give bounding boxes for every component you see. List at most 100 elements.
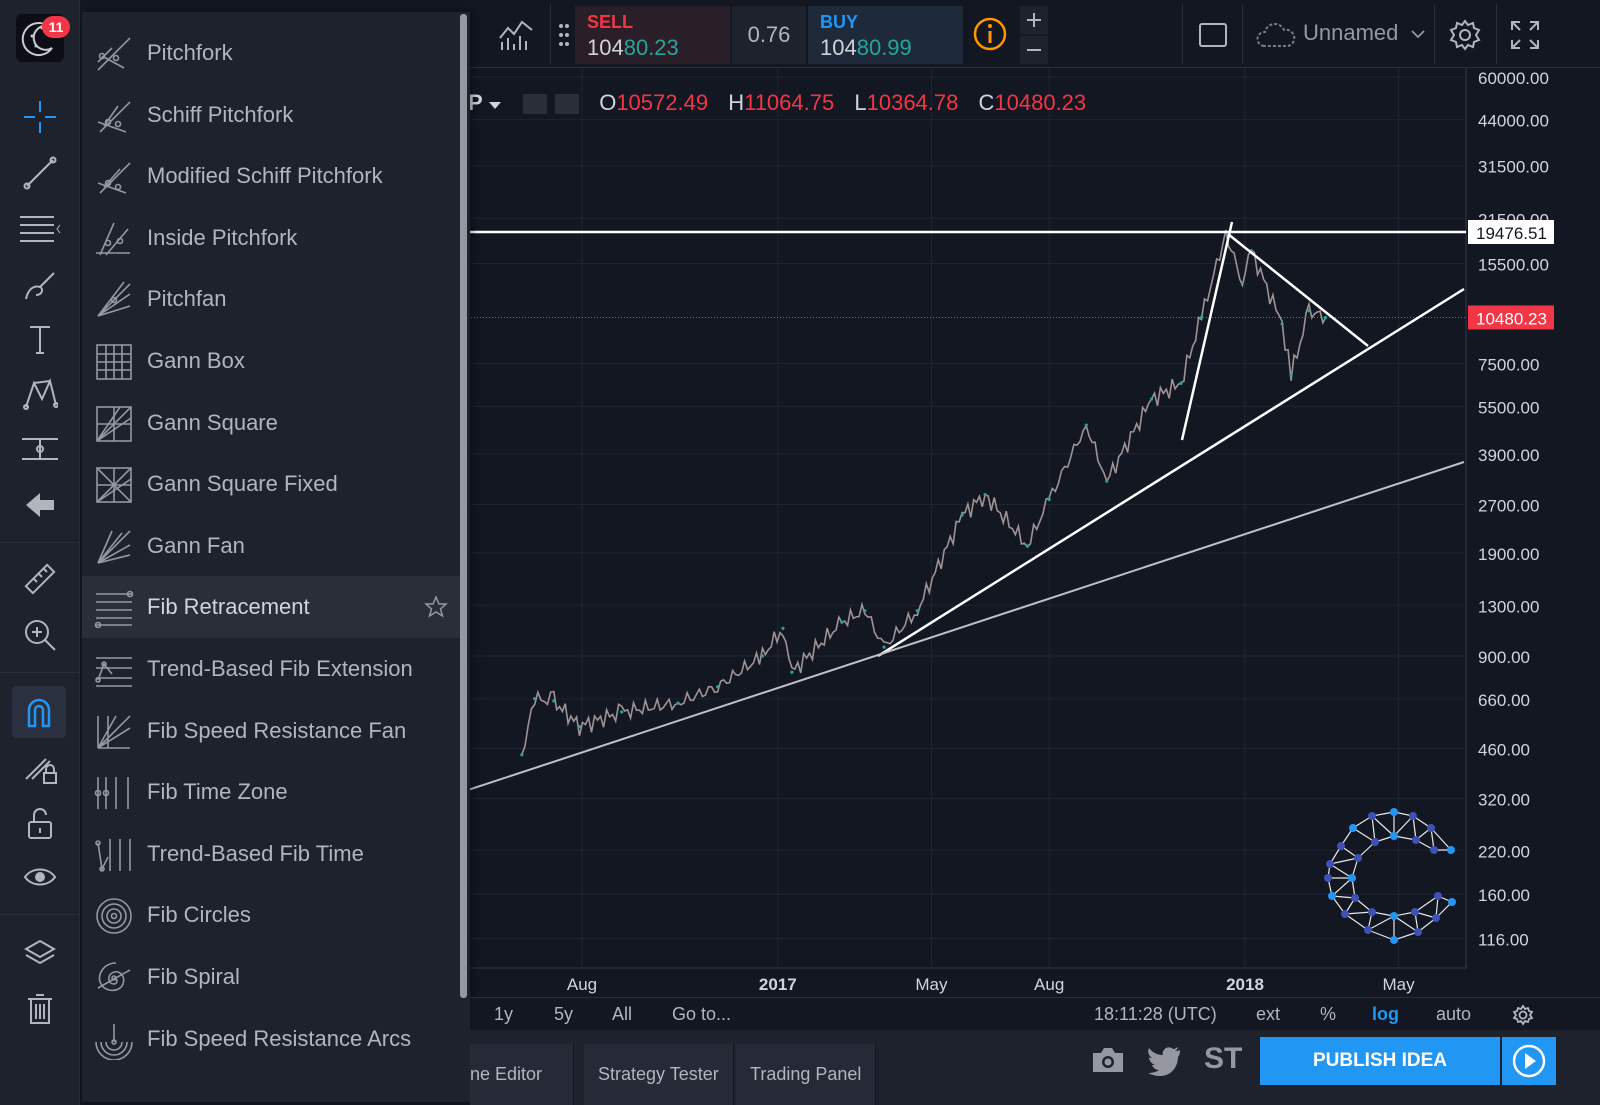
chevron-down-icon[interactable] xyxy=(1408,24,1428,44)
watermark-node xyxy=(1414,928,1422,936)
price-chart[interactable]: 60000.0044000.0031500.0021500.0015500.00… xyxy=(470,68,1600,998)
layers-icon[interactable] xyxy=(12,928,68,978)
menu-item-pitchfan[interactable]: Pitchfan xyxy=(82,268,460,330)
tab-pine-editor[interactable]: ne Editor xyxy=(470,1044,574,1105)
watermark-node xyxy=(1368,908,1376,916)
fullscreen-icon[interactable] xyxy=(1506,16,1544,54)
y-tick-label: 44000.00 xyxy=(1478,112,1549,131)
ext-toggle[interactable]: ext xyxy=(1256,1004,1281,1024)
tab-trading-panel[interactable]: Trading Panel xyxy=(736,1044,877,1105)
notification-badge[interactable]: 11 xyxy=(42,16,70,38)
price-point xyxy=(1084,423,1088,427)
prediction-icon[interactable] xyxy=(12,424,68,474)
stocktwits-button[interactable]: ST xyxy=(1204,1042,1243,1075)
zoom-in-icon[interactable] xyxy=(12,610,68,660)
auto-toggle[interactable]: auto xyxy=(1436,1004,1472,1024)
pattern-icon[interactable] xyxy=(12,368,68,418)
menu-item-fib-time[interactable]: Trend-Based Fib Time xyxy=(82,823,460,885)
minus-icon[interactable] xyxy=(1020,36,1048,64)
lock-drawing-icon[interactable] xyxy=(12,742,68,792)
menu-item-label: Fib Retracement xyxy=(147,594,310,620)
menu-item-modified-schiff-pitchfork[interactable]: Modified Schiff Pitchfork xyxy=(82,145,460,207)
x-tick-label: May xyxy=(1383,975,1416,994)
menu-scrollbar[interactable] xyxy=(460,14,467,998)
camera-icon[interactable] xyxy=(1090,1044,1126,1081)
settings-icon[interactable] xyxy=(555,94,580,115)
toolbar-divider xyxy=(0,542,80,543)
unlock-icon[interactable] xyxy=(12,798,68,848)
brush-icon[interactable] xyxy=(12,260,68,310)
plus-icon[interactable] xyxy=(1020,6,1048,34)
price-point xyxy=(1149,397,1154,401)
text-icon[interactable] xyxy=(12,314,68,364)
menu-item-fib-extension[interactable]: Trend-Based Fib Extension xyxy=(82,638,460,700)
ohlc-legend: P O10572.49 H11064.75 L10364.78 C10480.2… xyxy=(468,90,1086,116)
menu-item-gann-square[interactable]: Gann Square xyxy=(82,392,460,454)
scale-settings-icon[interactable] xyxy=(1512,1004,1534,1031)
trash-icon[interactable] xyxy=(12,984,68,1034)
menu-item-gann-box[interactable]: Gann Box xyxy=(82,330,460,392)
log-toggle[interactable]: log xyxy=(1372,1004,1399,1024)
goto-button[interactable]: Go to... xyxy=(672,1004,732,1024)
gann-square-fixed-icon xyxy=(94,465,134,505)
back-arrow-icon[interactable] xyxy=(12,480,68,530)
menu-item-schiff-pitchfork[interactable]: Schiff Pitchfork xyxy=(82,84,460,146)
fib-tools-icon[interactable] xyxy=(12,204,68,254)
indicators-icon[interactable] xyxy=(496,14,536,54)
gann-square-icon xyxy=(94,404,134,444)
watermark-node xyxy=(1371,838,1379,846)
menu-item-gann-square-fixed[interactable]: Gann Square Fixed xyxy=(82,453,460,515)
y-tick-label: 15500.00 xyxy=(1478,255,1549,274)
price-axis-background xyxy=(1466,68,1600,968)
layout-name[interactable]: Unnamed xyxy=(1303,20,1399,45)
star-icon[interactable] xyxy=(424,595,448,619)
menu-item-fib-speed-fan[interactable]: Fib Speed Resistance Fan xyxy=(82,700,460,762)
trend-line-icon[interactable] xyxy=(12,148,68,198)
menu-item-fib-arcs[interactable]: Fib Speed Resistance Arcs xyxy=(82,1008,460,1070)
twitter-icon[interactable] xyxy=(1146,1044,1182,1081)
toolbar-divider xyxy=(1182,4,1183,64)
menu-item-fib-spiral[interactable]: Fib Spiral xyxy=(82,946,460,1008)
magnet-icon[interactable] xyxy=(12,686,66,738)
gear-icon[interactable] xyxy=(1446,16,1484,54)
tab-strategy-tester[interactable]: Strategy Tester xyxy=(584,1044,734,1105)
range-5y-button[interactable]: 5y xyxy=(554,1004,574,1024)
range-1y-button[interactable]: 1y xyxy=(494,1004,514,1024)
y-tick-label: 1900.00 xyxy=(1478,545,1539,564)
eye-icon[interactable] xyxy=(12,852,68,902)
last-price-value: 10480.23 xyxy=(1476,309,1547,328)
price-point xyxy=(983,493,987,497)
ruler-icon[interactable] xyxy=(12,554,68,604)
buy-button[interactable]: BUY 10480.99 xyxy=(808,6,963,64)
menu-item-label: Trend-Based Fib Extension xyxy=(147,656,413,681)
info-icon[interactable] xyxy=(970,14,1010,54)
visibility-icon[interactable] xyxy=(522,94,547,115)
percent-toggle[interactable]: % xyxy=(1320,1004,1337,1024)
range-all-button[interactable]: All xyxy=(612,1004,633,1024)
menu-item-fib-time-zone[interactable]: Fib Time Zone xyxy=(82,761,460,823)
menu-item-gann-fan[interactable]: Gann Fan xyxy=(82,515,460,577)
crosshair-icon[interactable] xyxy=(12,92,68,142)
menu-item-label: Trend-Based Fib Time xyxy=(147,840,364,866)
window-icon[interactable] xyxy=(1196,18,1230,52)
symbol-dropdown-icon[interactable] xyxy=(488,90,503,116)
menu-item-pitchfork[interactable]: Pitchfork xyxy=(82,22,460,84)
menu-item-fib-circles[interactable]: Fib Circles xyxy=(82,884,460,946)
price-point xyxy=(1047,497,1051,502)
watermark-link xyxy=(1414,895,1439,913)
play-icon[interactable] xyxy=(1502,1037,1556,1085)
sell-button[interactable]: SELL 10480.23 xyxy=(575,6,730,64)
toolbar-divider xyxy=(0,914,80,915)
price-point xyxy=(1307,309,1311,313)
watermark-link xyxy=(1393,915,1419,933)
menu-item-fib-retracement[interactable]: Fib Retracement xyxy=(82,576,460,639)
watermark-node xyxy=(1427,824,1435,832)
publish-idea-button[interactable]: PUBLISH IDEA xyxy=(1260,1037,1500,1085)
price-point xyxy=(760,654,765,658)
price-point xyxy=(781,626,785,630)
watermark-node xyxy=(1328,892,1336,900)
menu-item-inside-pitchfork[interactable]: Inside Pitchfork xyxy=(82,207,460,269)
buy-price: 10480.99 xyxy=(820,35,912,60)
watermark-node xyxy=(1326,860,1334,868)
drag-handle-icon[interactable] xyxy=(556,20,572,50)
